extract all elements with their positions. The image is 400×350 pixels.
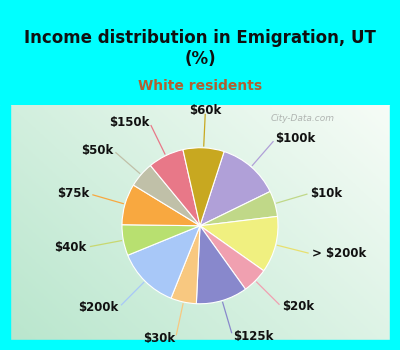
Text: $60k: $60k [189,104,222,117]
Text: $100k: $100k [276,132,316,145]
Bar [390,105,400,350]
Wedge shape [200,216,278,271]
Wedge shape [200,226,264,289]
Text: White residents: White residents [138,79,262,93]
Text: $125k: $125k [233,330,273,343]
Wedge shape [128,226,200,298]
Wedge shape [122,185,200,226]
Text: $200k: $200k [78,301,119,314]
Wedge shape [134,166,200,226]
Bar [0,340,400,350]
Text: City-Data.com: City-Data.com [270,114,334,123]
Text: > $200k: > $200k [312,247,366,260]
Wedge shape [171,226,200,304]
Wedge shape [183,148,224,226]
Text: $50k: $50k [81,144,113,157]
Bar [0,105,10,350]
Text: $10k: $10k [310,187,342,199]
Wedge shape [122,225,200,255]
Text: $30k: $30k [144,332,176,345]
Wedge shape [150,149,200,226]
Wedge shape [200,152,270,226]
Text: $75k: $75k [57,187,89,200]
Text: $150k: $150k [109,116,150,129]
Wedge shape [196,226,246,304]
Text: $20k: $20k [282,300,314,313]
Wedge shape [200,191,278,226]
Text: Income distribution in Emigration, UT
(%): Income distribution in Emigration, UT (%… [24,29,376,68]
Text: $40k: $40k [54,241,87,254]
